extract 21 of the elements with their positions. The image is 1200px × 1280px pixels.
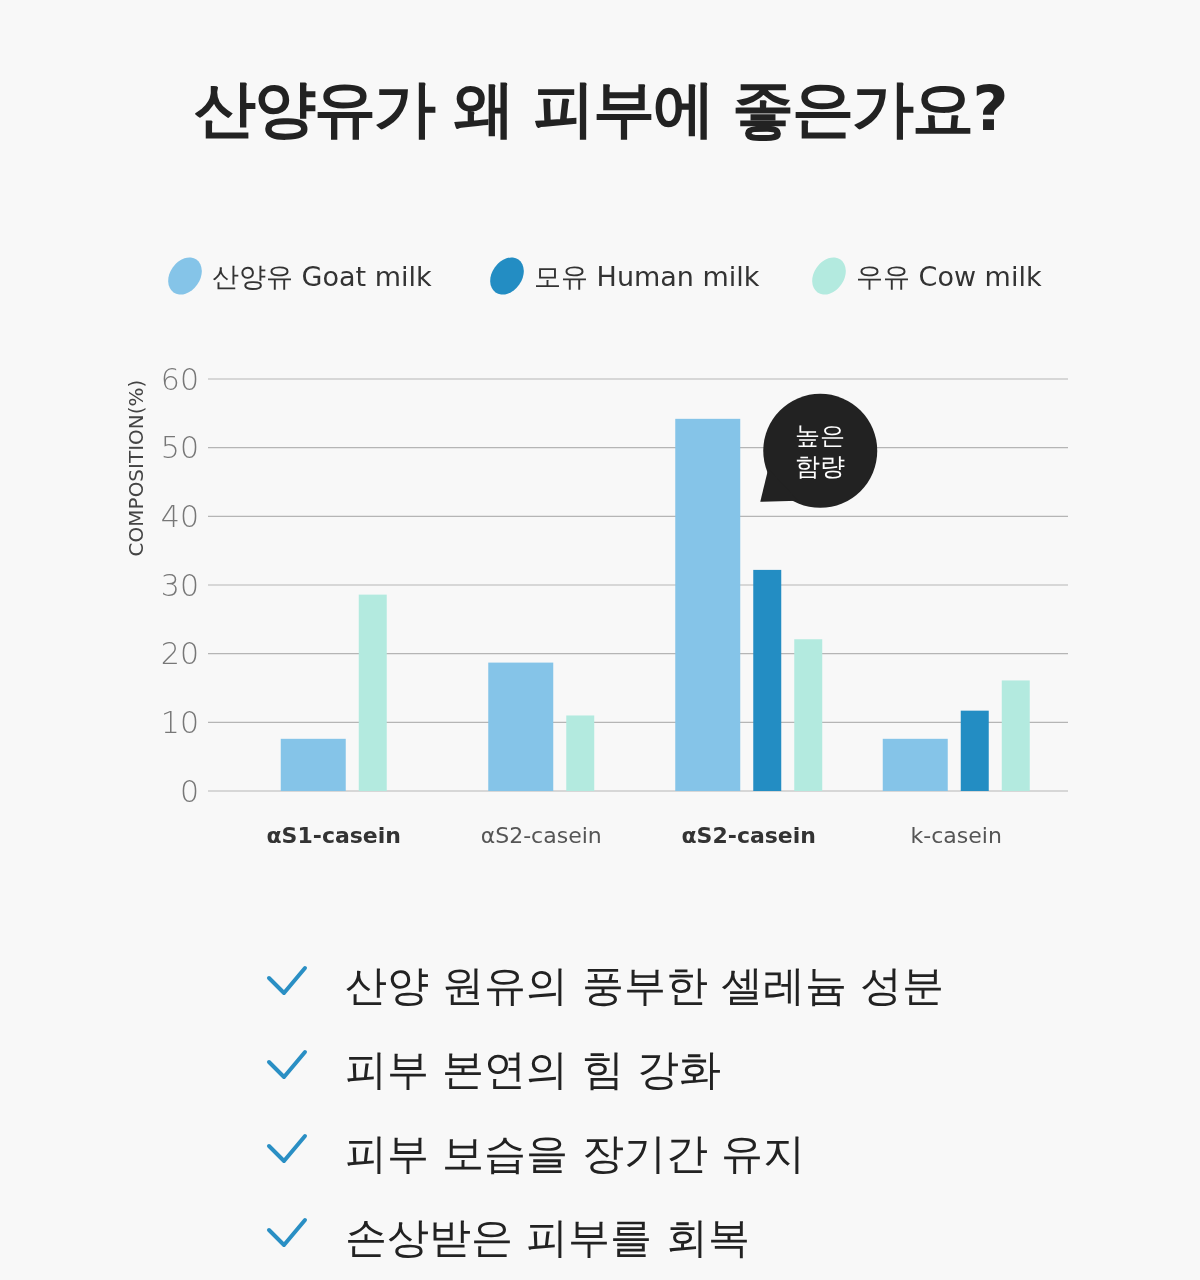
chart-title: 산양유가 왜 피부에 좋은가요? (193, 72, 1007, 145)
x-tick-label: αS2-casein (480, 823, 602, 848)
y-tick-label: 20 (160, 636, 199, 672)
legend-label: 산양유 Goat milk (212, 260, 433, 292)
text: 손상받은 피부를 회복 (345, 1213, 750, 1262)
x-tick-label: αS2-casein (681, 823, 817, 848)
text: 피부 보습을 장기간 유지 (345, 1129, 806, 1178)
y-tick-label: 60 (160, 361, 199, 397)
y-tick-label: 30 (160, 567, 199, 603)
text: 피부 본연의 힘 강화 (345, 1045, 722, 1094)
x-tick-label: αS1-casein (266, 823, 402, 848)
y-tick-label: 40 (160, 498, 199, 534)
text: 산양 원유의 풍부한 셀레늄 성분 (345, 961, 945, 1010)
y-tick-label: 10 (160, 704, 199, 740)
legend-label: 모유 Human milk (534, 260, 760, 292)
legend-label: 우유 Cow milk (856, 260, 1042, 292)
x-tick-label: k-casein (910, 823, 1002, 848)
y-tick-label: 50 (160, 430, 199, 466)
y-axis-title: COMPOSITION(%) (124, 379, 148, 557)
y-tick-label: 0 (179, 773, 199, 809)
annotation: 높은 함량 (795, 421, 846, 482)
